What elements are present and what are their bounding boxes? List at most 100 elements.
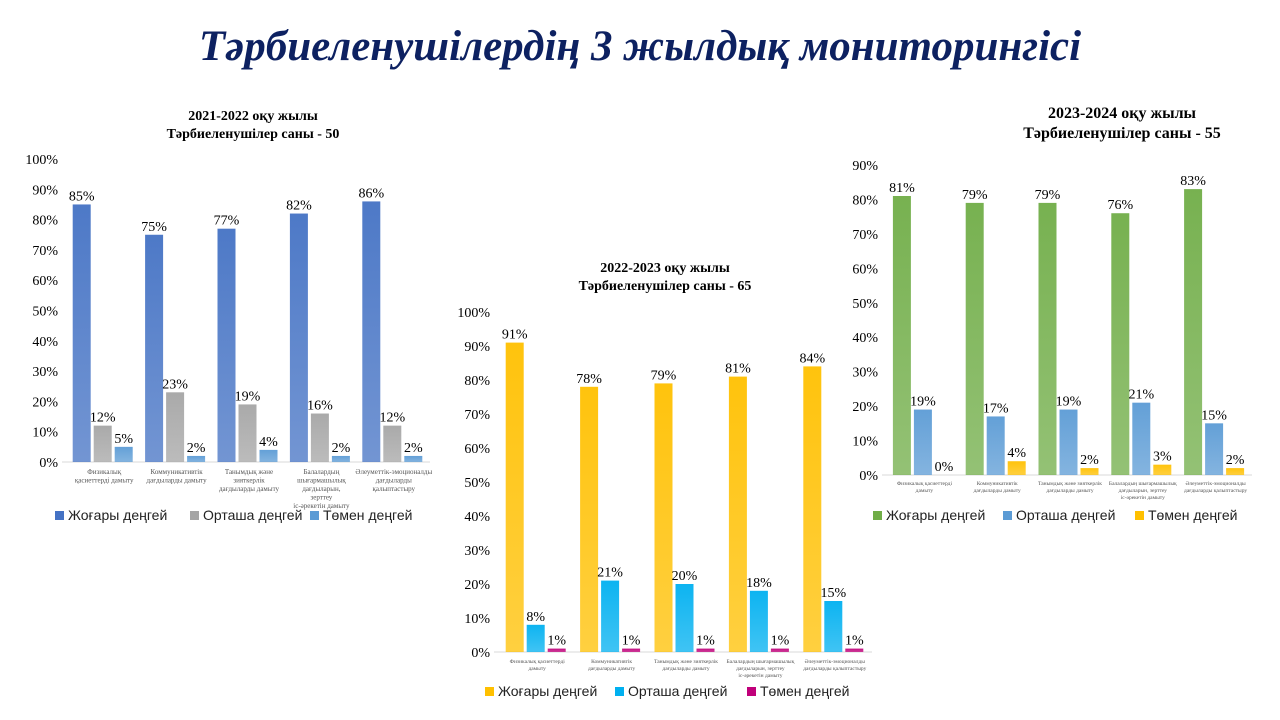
- chart-title: 2021-2022 оқу жылы: [188, 109, 318, 124]
- legend-swatch: [1003, 511, 1012, 520]
- category-label: дағдыларды дамыту: [588, 666, 635, 672]
- data-label: 86%: [358, 186, 384, 201]
- data-label: 15%: [1201, 408, 1227, 423]
- data-label: 19%: [1056, 395, 1082, 410]
- bar-low: [187, 455, 206, 462]
- data-label: 5%: [114, 432, 133, 447]
- y-tick-label: 20%: [464, 578, 490, 593]
- category-label: Балалардың шығармашылық: [727, 659, 795, 665]
- bar-high: [217, 228, 236, 462]
- category-label: зияткерлік: [233, 477, 265, 485]
- category-label: Әлеуметтік-эмоционалды: [805, 659, 866, 665]
- data-label: 81%: [725, 362, 751, 377]
- data-label: 77%: [214, 214, 240, 229]
- y-tick-label: 90%: [852, 159, 878, 174]
- chart-title: 2023-2024 оқу жылы: [1048, 105, 1197, 122]
- category-label: Физикалық қасиеттерді: [510, 659, 566, 665]
- y-tick-label: 50%: [464, 476, 490, 491]
- category-label: Әлеуметтік-эмоционалды: [355, 468, 432, 476]
- bar-mid: [1132, 402, 1151, 475]
- bar-mid: [383, 425, 402, 462]
- data-label: 2%: [404, 441, 423, 456]
- y-tick-label: 90%: [464, 340, 490, 355]
- legend-swatch: [310, 511, 319, 520]
- chart-title: Тәрбиеленушілер саны - 55: [1023, 125, 1221, 142]
- legend-label: Жоғары деңгей: [886, 507, 985, 523]
- data-label: 16%: [307, 399, 333, 414]
- legend-label: Төмен деңгей: [323, 507, 412, 523]
- bar-high: [289, 213, 308, 462]
- data-label: 2%: [1080, 453, 1099, 468]
- legend-swatch: [1135, 511, 1144, 520]
- data-label: 4%: [259, 435, 278, 450]
- data-label: 1%: [547, 634, 566, 649]
- category-label: Коммуникативтік: [591, 659, 632, 665]
- bar-low: [1007, 461, 1026, 475]
- category-label: Танымдық және зияткерлік: [654, 659, 718, 665]
- data-label: 19%: [910, 395, 936, 410]
- legend-label: Төмен деңгей: [1148, 507, 1237, 523]
- y-tick-label: 60%: [852, 262, 878, 277]
- category-label: Танымдық және: [225, 468, 273, 476]
- category-label: дағдыларды дамыту: [1046, 488, 1093, 494]
- bar-mid: [526, 624, 545, 652]
- category-label: Физикалық: [87, 468, 121, 476]
- category-label: дағдыларды дамыту: [219, 485, 280, 493]
- legend-label: Төмен деңгей: [760, 683, 849, 699]
- bar-high: [728, 376, 747, 652]
- category-label: іс-әрекетін дамыту: [738, 673, 782, 679]
- category-label: дағдыларды дамыту: [662, 666, 709, 672]
- data-label: 82%: [286, 199, 312, 214]
- category-label: шығармашылық: [297, 477, 346, 485]
- chart-title: Тәрбиеленушілер саны - 50: [167, 127, 340, 142]
- bar-mid: [166, 392, 185, 462]
- data-label: 79%: [651, 368, 677, 383]
- y-tick-label: 20%: [32, 395, 58, 410]
- data-label: 2%: [1226, 453, 1245, 468]
- bar-low: [331, 455, 350, 462]
- y-tick-label: 30%: [852, 366, 878, 381]
- y-tick-label: 30%: [32, 365, 58, 380]
- data-label: 78%: [576, 372, 602, 387]
- category-label: дағдыларды дамыту: [147, 477, 208, 485]
- bar-high: [362, 201, 381, 463]
- bar-low: [770, 648, 789, 652]
- y-tick-label: 80%: [32, 214, 58, 229]
- legend-swatch: [55, 511, 64, 520]
- y-tick-label: 80%: [852, 193, 878, 208]
- bar-mid: [824, 601, 843, 652]
- data-label: 21%: [1128, 388, 1154, 403]
- bar-mid: [93, 425, 112, 462]
- data-label: 17%: [983, 401, 1009, 416]
- y-tick-label: 40%: [32, 335, 58, 350]
- bar-low: [1080, 468, 1099, 475]
- bar-high: [505, 342, 524, 652]
- legend-label: Орташа деңгей: [628, 683, 727, 699]
- legend-swatch: [615, 687, 624, 696]
- bar-low: [259, 449, 278, 462]
- y-tick-label: 70%: [32, 244, 58, 259]
- data-label: 76%: [1107, 198, 1133, 213]
- data-label: 15%: [820, 586, 846, 601]
- legend-label: Орташа деңгей: [203, 507, 302, 523]
- bar-mid: [749, 590, 768, 652]
- data-label: 75%: [141, 220, 167, 235]
- y-tick-label: 10%: [464, 612, 490, 627]
- bar-low: [622, 648, 641, 652]
- bar-low: [114, 446, 133, 462]
- y-tick-label: 90%: [32, 183, 58, 198]
- data-label: 18%: [746, 576, 772, 591]
- legend-swatch: [485, 687, 494, 696]
- data-label: 19%: [235, 389, 261, 404]
- bar-mid: [310, 413, 329, 462]
- chart-title: Тәрбиеленушілер саны - 65: [579, 279, 752, 294]
- y-tick-label: 0%: [471, 646, 490, 661]
- y-tick-label: 100%: [25, 153, 58, 168]
- category-label: дағдыларды дамыту: [974, 488, 1021, 494]
- category-label: Физикалық қасиеттерді: [897, 481, 953, 487]
- category-label: дағдыларды қалыптастыру: [803, 666, 866, 672]
- y-tick-label: 0%: [859, 469, 878, 484]
- data-label: 83%: [1180, 174, 1206, 189]
- bar-high: [803, 366, 822, 652]
